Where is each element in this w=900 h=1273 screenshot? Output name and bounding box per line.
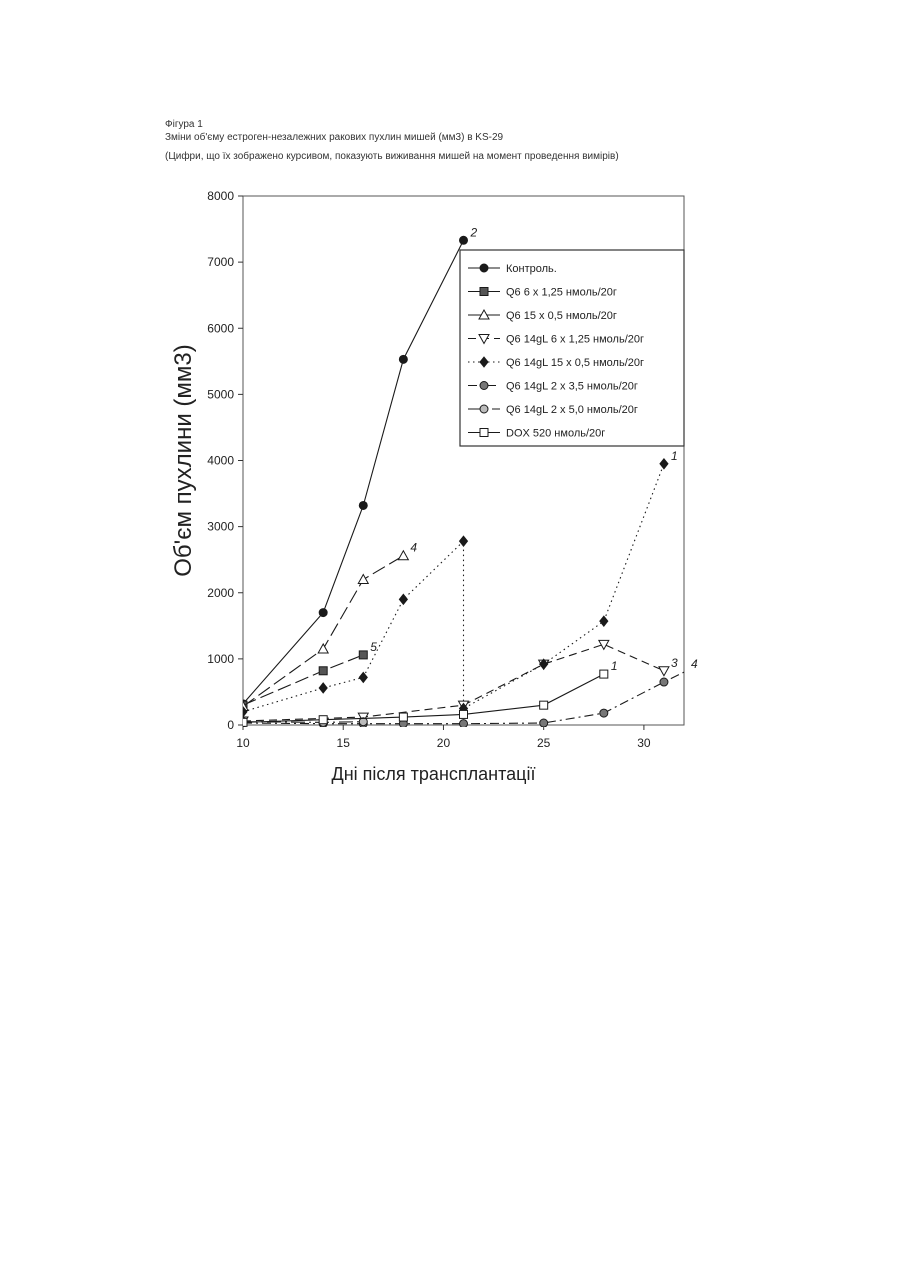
series-line <box>243 655 363 705</box>
legend-label: Q6 14gL 2 x 5,0 нмоль/20г <box>506 404 638 416</box>
series-1 <box>239 236 468 708</box>
legend-label: Q6 15 x 0,5 нмоль/20г <box>506 310 617 322</box>
y-tick-label: 5000 <box>207 387 234 401</box>
data-point <box>359 672 367 682</box>
data-point <box>600 670 608 678</box>
legend-label: Q6 6 x 1,25 нмоль/20г <box>506 287 617 299</box>
series-line <box>243 240 464 704</box>
x-tick-label: 15 <box>337 736 351 750</box>
survival-annotation: 1 <box>671 449 678 463</box>
legend-label: DOX 520 нмоль/20г <box>506 428 605 440</box>
series-6 <box>239 672 684 728</box>
data-point <box>460 720 468 728</box>
x-tick-label: 30 <box>637 736 651 750</box>
legend-label: Контроль. <box>506 263 557 275</box>
y-axis-label: Об'єм пухлини (мм3) <box>170 344 197 576</box>
y-tick-label: 0 <box>227 718 234 732</box>
legend-marker <box>480 382 488 390</box>
survival-annotation: 3 <box>671 656 678 670</box>
data-point <box>319 609 327 617</box>
survival-annotation: 4 <box>410 541 417 555</box>
legend-marker <box>480 405 488 413</box>
data-point <box>600 616 608 626</box>
legend-box <box>460 250 684 446</box>
x-tick-label: 20 <box>437 736 451 750</box>
survival-annotation: 4 <box>691 657 698 671</box>
data-point <box>659 667 669 676</box>
data-point <box>399 355 407 363</box>
survival-annotation: 5 <box>370 640 377 654</box>
data-point <box>359 501 367 509</box>
survival-annotation: 1 <box>611 659 618 673</box>
legend-label: Q6 14gL 2 x 3,5 нмоль/20г <box>506 381 638 393</box>
data-point <box>660 678 668 686</box>
data-point <box>660 459 668 469</box>
data-point <box>318 644 328 653</box>
series-line <box>243 644 664 721</box>
legend-marker <box>480 429 488 437</box>
data-point <box>319 716 327 724</box>
x-tick-label: 10 <box>236 736 250 750</box>
data-point <box>319 683 327 693</box>
data-point <box>600 709 608 717</box>
y-tick-label: 6000 <box>207 321 234 335</box>
data-point <box>540 701 548 709</box>
series-2 <box>239 651 367 709</box>
data-point <box>358 575 368 584</box>
y-tick-label: 8000 <box>207 189 234 203</box>
x-axis-label: Дні після трансплантації <box>332 764 536 784</box>
data-point <box>460 536 468 546</box>
data-point <box>359 651 367 659</box>
y-tick-label: 4000 <box>207 454 234 468</box>
data-point <box>319 667 327 675</box>
data-point <box>399 594 407 604</box>
y-tick-label: 2000 <box>207 586 234 600</box>
legend-marker <box>480 264 488 272</box>
data-point <box>460 236 468 244</box>
x-tick-label: 25 <box>537 736 551 750</box>
y-tick-label: 7000 <box>207 255 234 269</box>
data-point <box>599 640 609 649</box>
y-tick-label: 1000 <box>207 652 234 666</box>
legend-label: Q6 14gL 6 x 1,25 нмоль/20г <box>506 334 644 346</box>
legend-marker <box>480 288 488 296</box>
legend-label: Q6 14gL 15 x 0,5 нмоль/20г <box>506 357 644 369</box>
survival-annotation: 2 <box>470 225 478 239</box>
series-8 <box>239 670 608 726</box>
data-point <box>540 719 548 727</box>
legend: Контроль. Q6 6 x 1,25 нмоль/20г Q6 15 x 0,… <box>460 250 684 446</box>
data-point <box>398 551 408 560</box>
y-tick-label: 3000 <box>207 520 234 534</box>
series-line <box>243 674 604 722</box>
data-point <box>460 710 468 718</box>
data-point <box>399 713 407 721</box>
